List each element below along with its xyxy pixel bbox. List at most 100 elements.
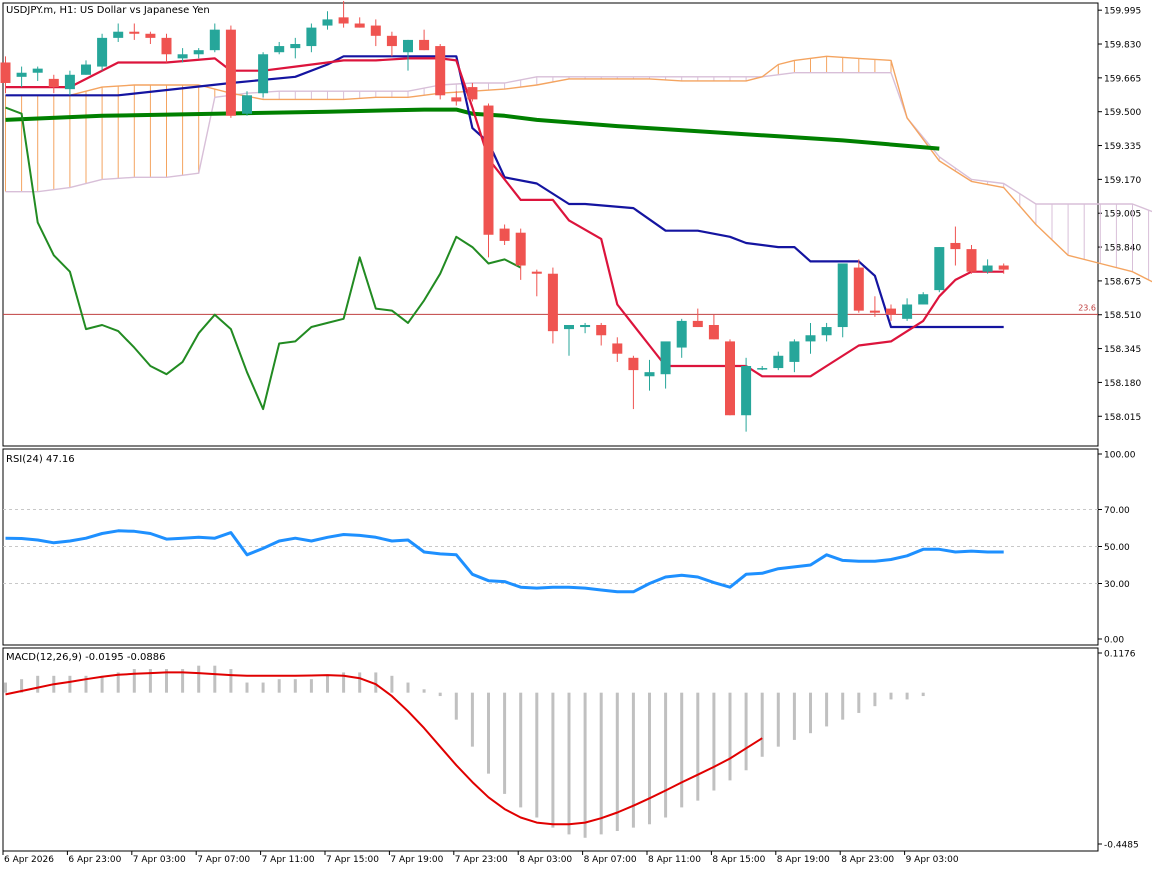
macd-histogram-bar [406,682,410,693]
candle-body [258,54,269,94]
price-tick-label: 159.170 [1104,176,1141,186]
macd-histogram-bar [390,675,394,693]
macd-histogram-bar [648,692,651,825]
price-tick-label: 159.335 [1104,142,1141,152]
candle-body [918,294,929,305]
candle-body [789,341,800,362]
time-tick-label: 8 Apr 03:00 [519,855,572,865]
price-chart-title: USDJPY.m, H1: US Dollar vs Japanese Yen [6,5,210,16]
time-tick-label: 9 Apr 03:00 [906,855,959,865]
candle-body [821,327,832,336]
macd-histogram-bar [712,692,716,791]
macd-histogram-bar [551,692,555,828]
candle-body [805,335,816,342]
macd-histogram-bar [293,679,297,693]
price-tick-label: 158.510 [1104,311,1141,321]
candle-body [531,271,542,274]
macd-histogram-bar [454,692,458,720]
candle-body [451,97,462,102]
candle-body [725,341,735,416]
time-tick-label: 8 Apr 11:00 [648,855,701,865]
candle-body [644,372,655,377]
candle-body [435,46,446,96]
pane-frame [2,2,1099,447]
macd-histogram-bar [181,669,185,693]
macd-histogram-bar [567,692,571,835]
candle-body [129,31,140,34]
macd-histogram-bar [197,665,201,693]
macd-tick-label: -0.4485 [1104,841,1139,851]
macd-histogram-bar [631,692,635,828]
macd-histogram-bar [422,689,426,693]
macd-histogram-bar [792,692,796,740]
candle-body [193,50,204,55]
macd-histogram-bar [36,675,40,693]
macd-signal-line [5,671,763,826]
macd-histogram-bar [615,692,619,832]
candle-body [419,39,430,51]
rsi-pane[interactable]: 100.00 70.00 50.00 30.00 0.00 [2,448,1136,646]
macd-histogram-bar [680,692,684,808]
price-tick-label: 159.665 [1104,74,1141,84]
candle-body [322,19,333,26]
macd-histogram-bar [374,672,378,693]
macd-histogram-bar [696,692,700,801]
macd-histogram-bar [776,692,780,747]
candle-body [274,46,285,53]
macd-histogram-bar [503,692,507,794]
candle-body [97,37,108,67]
rsi-title: RSI(24) 47.16 [6,454,75,465]
macd-pane[interactable]: 0.1176 -0.4485 [2,647,1139,852]
macd-histogram-bar [889,692,893,700]
candle-body [950,242,961,250]
candle-body [145,33,156,38]
rsi-tick-label: 50.00 [1104,543,1130,553]
macd-histogram-bar [728,692,732,781]
macd-histogram-bar [809,692,812,734]
candle-body [708,324,719,340]
macd-histogram-bar [760,692,764,757]
time-tick-label: 8 Apr 15:00 [712,855,765,865]
macd-histogram-bar [100,675,104,693]
candle-body [499,228,510,241]
candle-body [580,324,591,328]
macd-histogram-bar [487,692,490,774]
macd-histogram-bar [116,672,120,693]
candle-body [773,355,784,369]
macd-histogram-bar [132,669,136,693]
time-axis: 6 Apr 2026 6 Apr 23:00 7 Apr 03:00 7 Apr 07… [2,851,959,865]
candle-body [386,35,397,47]
macd-histogram-bar [470,692,474,747]
candle-body [998,265,1009,270]
macd-histogram-bar [599,692,603,835]
senkou-span-b-line [5,71,1152,213]
price-tick-label: 159.005 [1104,210,1141,220]
time-tick-label: 7 Apr 11:00 [262,855,315,865]
candle-body [869,310,880,313]
candle-body [81,64,91,75]
candle-body [741,366,752,416]
price-tick-label: 158.015 [1104,413,1141,423]
rsi-line [5,529,1004,594]
macd-histogram-bar [213,665,217,693]
candle-body [354,23,365,28]
candle-body [982,265,993,272]
candle-body [338,17,349,24]
candle-body [467,87,478,100]
price-tick-label: 158.180 [1104,379,1141,389]
price-pane[interactable]: 159.995 159.830 159.665 159.500 159.335 159.1… [0,0,1152,447]
rsi-tick-label: 100.00 [1104,451,1136,461]
macd-histogram-bar [744,692,748,771]
macd-histogram-bar [905,692,909,700]
macd-histogram-bar [68,675,72,693]
macd-histogram-bar [921,692,925,697]
macd-histogram-bar [4,682,7,693]
macd-histogram-bar [245,682,249,693]
candle-body [209,29,220,51]
price-tick-label: 159.995 [1104,7,1141,17]
time-tick-label: 7 Apr 23:00 [455,855,508,865]
rsi-tick-label: 70.00 [1104,506,1130,516]
candle-body [692,320,703,328]
macd-histogram-bar [277,679,281,693]
